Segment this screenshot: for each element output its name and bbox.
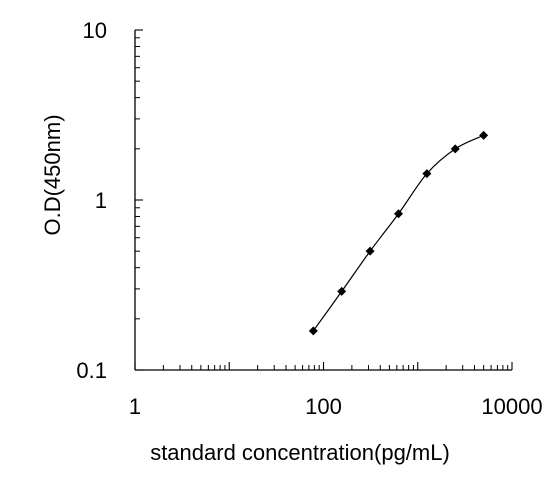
y-tick-label: 10 xyxy=(83,18,107,43)
y-tick-label: 1 xyxy=(95,188,107,213)
fit-curve xyxy=(312,134,484,332)
tick-labels: 1 100 10000 10 1 0.1 xyxy=(76,18,542,419)
x-tick-label: 100 xyxy=(305,394,342,419)
axis-ticks xyxy=(134,29,513,371)
data-points xyxy=(308,130,489,336)
data-point xyxy=(479,130,489,140)
data-point xyxy=(337,286,347,296)
data-point xyxy=(394,209,404,219)
x-axis-label: standard concentration(pg/mL) xyxy=(150,440,450,465)
axes xyxy=(134,30,512,371)
y-axis-label: O.D(450nm) xyxy=(40,114,65,235)
data-point xyxy=(422,169,432,179)
y-tick-label: 0.1 xyxy=(76,358,107,383)
x-tick-label: 10000 xyxy=(481,394,542,419)
data-point xyxy=(450,144,460,154)
data-point xyxy=(365,246,375,256)
data-point xyxy=(308,326,318,336)
x-tick-label: 1 xyxy=(129,394,141,419)
